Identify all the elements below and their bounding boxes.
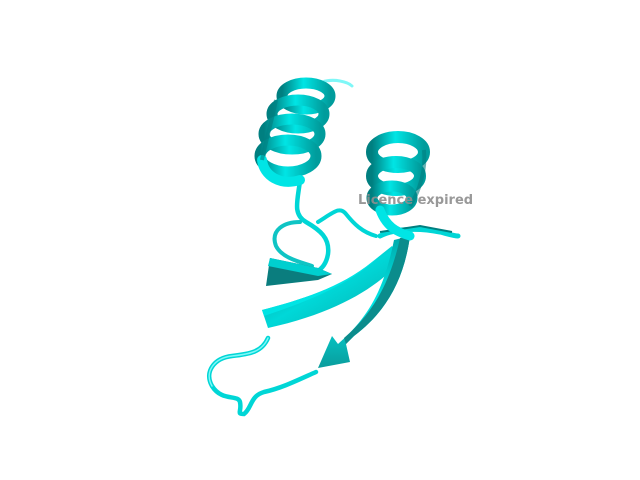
alpha-helix-1: [254, 77, 354, 187]
alpha-helix-2: [366, 131, 430, 241]
licence-watermark: Licence expired: [358, 193, 474, 208]
loop-coil-lower: [206, 335, 319, 417]
loop-coil-middle: [272, 177, 378, 275]
beta-strand-1: [262, 246, 402, 328]
beta-strand-short: [266, 258, 332, 286]
beta-strand-2-arrow: [318, 236, 410, 368]
